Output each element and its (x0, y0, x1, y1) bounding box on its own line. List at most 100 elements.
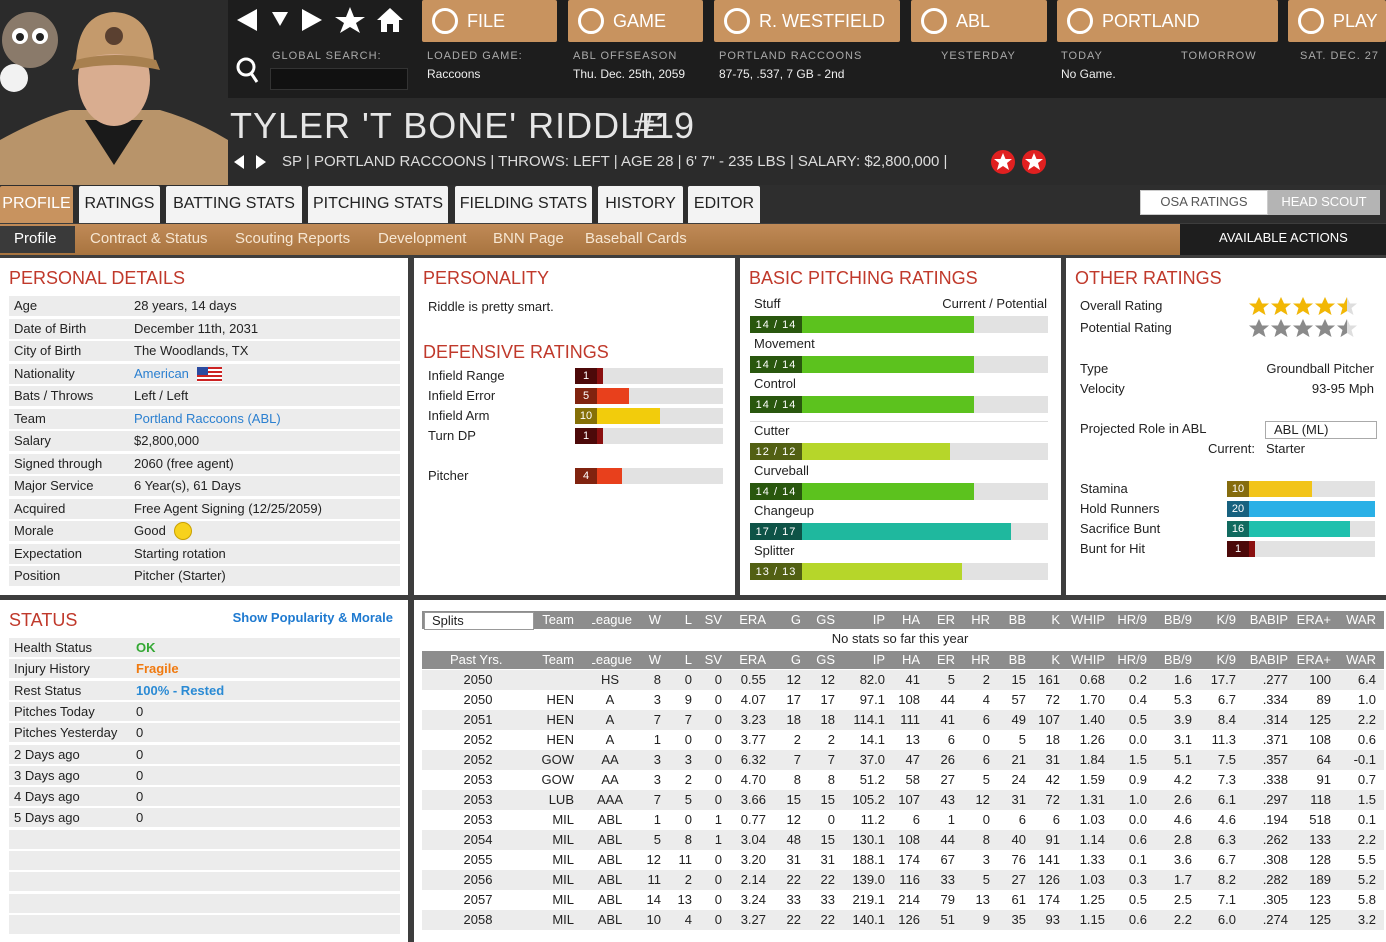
stats-cell: 125 (1309, 712, 1331, 727)
stats-cell: .277 (1262, 672, 1288, 687)
tab-label[interactable]: PITCHING STATS (312, 195, 444, 212)
actions-button[interactable]: AVAILABLE ACTIONS (1219, 230, 1348, 245)
player-info: SP | PORTLAND RACCOONS | THROWS: LEFT | … (282, 153, 948, 170)
status-link[interactable]: Show Popularity & Morale (232, 610, 393, 625)
splits-value[interactable]: Splits (432, 613, 464, 628)
stats-cell: 3.1 (1173, 732, 1192, 747)
detail-row (9, 431, 400, 451)
status-label: 3 Days ago (14, 767, 80, 783)
status-row (9, 787, 400, 807)
nav-button-label[interactable]: PLAY (1333, 11, 1378, 31)
detail-value: Starting rotation (134, 545, 226, 561)
sub-tab[interactable]: Contract & Status (90, 230, 208, 247)
stats-cell: .308 (1262, 852, 1288, 867)
sub-tab[interactable]: Baseball Cards (585, 230, 687, 247)
stats-cell: 3 (684, 752, 692, 767)
splits-dropdown[interactable] (424, 612, 534, 630)
sub-tab[interactable]: Profile (14, 230, 57, 247)
status-value: OK (136, 640, 156, 655)
stats-cell: 5 (653, 832, 661, 847)
rating-box (1227, 481, 1249, 497)
stats-row (422, 850, 1384, 870)
tab[interactable] (598, 186, 683, 223)
stats-column: IP (872, 652, 885, 667)
tab[interactable] (688, 186, 760, 223)
stats-cell: 91 (1316, 772, 1331, 787)
tab[interactable] (79, 186, 160, 223)
nav-button-label[interactable]: GAME (613, 11, 667, 31)
role-value[interactable]: ABL (ML) (1274, 422, 1329, 437)
stats-cell: 0.5 (1128, 892, 1147, 907)
nav-button-icon (578, 8, 604, 34)
sub-tab[interactable]: Development (378, 230, 467, 247)
stats-cell: 40 (1011, 832, 1026, 847)
status-row (9, 914, 400, 934)
detail-value[interactable]: Portland Raccoons (ABL) (134, 410, 281, 426)
stats-cell: 44 (940, 832, 955, 847)
stats-cell: 5 (684, 792, 692, 807)
status-value: 0 (136, 725, 144, 741)
role-dropdown[interactable] (1265, 421, 1377, 439)
stats-row (422, 810, 1384, 830)
stats-column: SV (704, 612, 722, 627)
tab-label[interactable]: PROFILE (2, 195, 71, 212)
stats-cell: 6 (1052, 812, 1060, 827)
detail-value: Good (134, 523, 166, 538)
stats-cell: 1.14 (1079, 832, 1105, 847)
tab-label[interactable]: HISTORY (605, 195, 676, 212)
stats-cell: 125 (1309, 912, 1331, 927)
stats-cell: 0 (714, 752, 722, 767)
panel-title: PERSONAL DETAILS (9, 268, 186, 288)
detail-row (9, 296, 400, 316)
tab-label[interactable]: EDITOR (693, 195, 755, 212)
status-value: Fragile (136, 661, 179, 677)
player-name: TYLER 'T BONE' RIDDLE (230, 105, 667, 146)
sub-tab-active (0, 226, 75, 253)
tab[interactable] (308, 186, 448, 223)
nav-button[interactable] (1057, 0, 1278, 42)
tab[interactable] (166, 186, 302, 223)
tab[interactable] (455, 186, 592, 223)
sub-tab[interactable]: Scouting Reports (235, 230, 351, 247)
stats-cell: 0.1 (1357, 812, 1376, 827)
tab[interactable] (0, 186, 73, 223)
stats-cell: 2.2 (1173, 912, 1192, 927)
rating-box (750, 356, 802, 373)
stats-cell: 2053 (463, 812, 493, 827)
nav-button-label[interactable]: ABL (956, 11, 991, 31)
stats-cell: 8 (982, 832, 990, 847)
stats-cell: 107 (1038, 712, 1060, 727)
pitch-rating: 14 / 14 (755, 485, 797, 498)
search-input[interactable] (270, 68, 408, 90)
scout-toggle[interactable]: HEAD SCOUT (1281, 194, 1367, 209)
stats-cell: 130.1 (852, 832, 885, 847)
nav-button-label[interactable]: PORTLAND (1102, 11, 1200, 31)
stats-cell: ABL (597, 892, 623, 907)
detail-value[interactable]: American (134, 365, 189, 381)
scout-head (1268, 190, 1380, 215)
stats-cell: 51 (940, 912, 955, 927)
sub-tab[interactable]: BNN Page (493, 230, 564, 247)
tab-label[interactable]: BATTING STATS (173, 195, 295, 212)
status-row (9, 851, 400, 870)
stats-cell: 9 (684, 692, 692, 707)
stats-cell: AA (601, 772, 619, 787)
scout-toggle[interactable]: OSA RATINGS (1160, 194, 1248, 209)
nav-button-label[interactable]: FILE (467, 11, 506, 31)
nav-button-label[interactable]: R. WESTFIELD (759, 11, 886, 31)
stats-empty: No stats so far this year (831, 631, 969, 646)
stats-cell: 7 (653, 792, 661, 807)
stats-cell: 214 (898, 892, 920, 907)
stats-cell: 126 (898, 912, 920, 927)
status-row (9, 701, 400, 721)
stats-column: League (592, 612, 632, 627)
divider (750, 421, 1048, 422)
stats-cell: 3 (653, 692, 661, 707)
stats-cell: 0.2 (1128, 672, 1147, 687)
stats-cell: 6.32 (740, 752, 766, 767)
rating-label: Sacrifice Bunt (1080, 521, 1161, 536)
panel-title: DEFENSIVE RATINGS (423, 342, 609, 362)
rating-label: Pitcher (428, 468, 469, 483)
tab-label[interactable]: FIELDING STATS (459, 195, 588, 212)
tab-label[interactable]: RATINGS (84, 195, 155, 212)
